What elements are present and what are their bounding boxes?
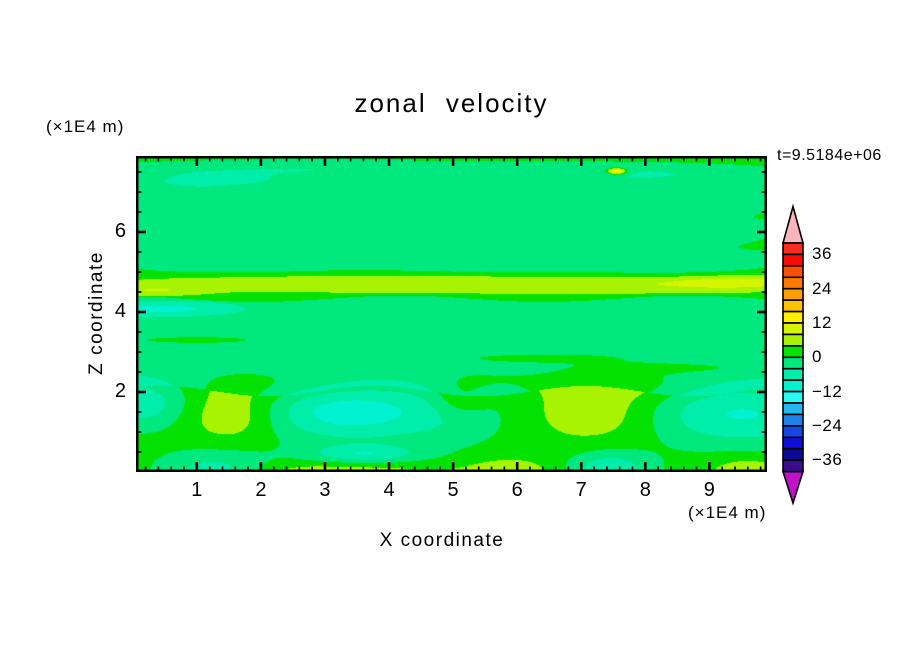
plot-frame-and-ticks <box>136 156 767 472</box>
colorbar-label: −12 <box>812 381 843 401</box>
colorbar-segment <box>782 413 804 427</box>
contour-field <box>136 156 767 472</box>
colorbar-segment <box>782 367 804 381</box>
colorbar-segment <box>782 345 804 359</box>
x-tick-label: 6 <box>511 479 523 501</box>
colorbar-segment <box>782 276 804 290</box>
colorbar-segment <box>782 287 804 301</box>
x-tick-label: 1 <box>191 479 203 501</box>
y-axis-unit: (×1E4 m) <box>46 117 125 136</box>
colorbar-segment <box>782 379 804 393</box>
colorbar-segment <box>782 265 804 279</box>
colorbar-label: −36 <box>812 450 843 470</box>
colorbar-label: 24 <box>812 278 832 298</box>
colorbar-segment <box>782 322 804 336</box>
colorbar-segment <box>782 402 804 416</box>
colorbar-under-arrow <box>781 470 805 506</box>
page-title: zonal velocity <box>354 88 549 118</box>
x-axis-label: X coordinate <box>379 530 505 551</box>
x-tick-label: 2 <box>255 479 267 501</box>
x-tick-label: 5 <box>447 479 459 501</box>
x-axis-unit: (×1E4 m) <box>688 503 767 522</box>
colorbar-label: 12 <box>812 313 832 332</box>
colorbar <box>781 203 805 506</box>
colorbar-segment <box>782 459 804 473</box>
colorbar-segment <box>782 390 804 404</box>
x-tick-label: 7 <box>575 479 587 501</box>
colorbar-label: −24 <box>812 415 843 435</box>
time-label: t=9.5184e+06 <box>777 147 882 164</box>
x-tick-label: 8 <box>639 479 651 501</box>
colorbar-over-arrow <box>781 203 805 244</box>
y-tick-label: 2 <box>114 380 126 402</box>
y-tick-label: 6 <box>114 220 126 242</box>
colorbar-segment <box>782 310 804 324</box>
plot-frame <box>136 156 767 472</box>
colorbar-segment <box>782 242 804 256</box>
colorbar-segment <box>782 356 804 370</box>
colorbar-segment <box>782 425 804 439</box>
colorbar-segment <box>782 299 804 313</box>
y-tick-label: 4 <box>114 300 126 322</box>
x-tick-label: 3 <box>319 479 331 501</box>
x-tick-label: 9 <box>703 479 715 501</box>
colorbar-segment <box>782 436 804 450</box>
colorbar-segment <box>782 333 804 347</box>
colorbar-label: 0 <box>812 347 822 367</box>
colorbar-segment <box>782 253 804 267</box>
x-tick-label: 4 <box>383 479 395 501</box>
contour-plot <box>136 156 767 472</box>
colorbar-label: 36 <box>812 244 832 264</box>
colorbar-segment <box>782 447 804 461</box>
